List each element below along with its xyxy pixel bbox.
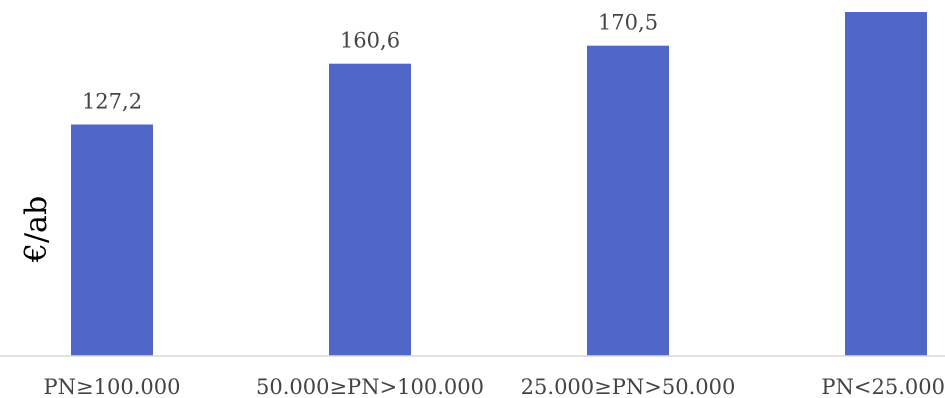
bar-4 xyxy=(845,12,927,357)
bars-layer xyxy=(71,12,927,357)
data-labels-layer: 127,2 160,6 170,5 xyxy=(82,11,658,114)
x-tick-label-3: 25.000≥PN>50.000 xyxy=(521,375,736,398)
data-label-3: 170,5 xyxy=(598,11,658,35)
bar-1 xyxy=(71,124,153,356)
bar-2 xyxy=(329,63,411,356)
x-tick-label-2: 50.000≥PN>100.000 xyxy=(256,375,484,398)
data-label-1: 127,2 xyxy=(82,89,142,113)
x-tick-label-1: PN≥100.000 xyxy=(44,375,181,398)
bar-3 xyxy=(587,45,669,356)
x-tick-label-4: PN<25.000 xyxy=(821,375,945,398)
data-label-2: 160,6 xyxy=(340,29,400,53)
x-tick-labels-layer: PN≥100.000 50.000≥PN>100.000 25.000≥PN>50.… xyxy=(44,375,945,398)
y-axis-title: €/ab xyxy=(19,196,54,263)
